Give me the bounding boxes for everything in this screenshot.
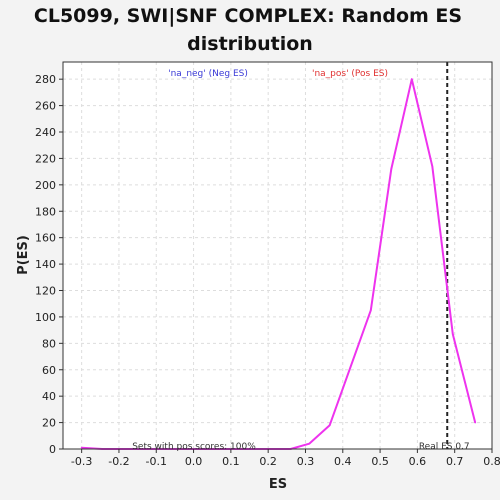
- x-tick-label: -0.1: [146, 455, 167, 468]
- chart-title-line1: CL5099, SWI|SNF COMPLEX: Random ES: [34, 5, 462, 27]
- x-tick-label: 0.3: [297, 455, 315, 468]
- legend-neg-label: 'na_neg' (Neg ES): [168, 69, 248, 79]
- y-tick-label: 280: [35, 73, 56, 86]
- y-tick-label: 240: [35, 126, 56, 139]
- y-tick-label: 220: [35, 152, 56, 165]
- y-tick-label: 200: [35, 179, 56, 192]
- x-tick-label: 0.8: [483, 455, 500, 468]
- series-point: [328, 424, 331, 427]
- series-point: [410, 78, 413, 80]
- chart-title-line2: distribution: [187, 33, 313, 55]
- y-tick-label: 20: [42, 417, 56, 430]
- x-tick-label: 0.2: [259, 455, 277, 468]
- axes-layer: -0.3 -0.2 -0.1 0.0 0.1 0.2 0.3 0.4 0.5 0.6 0.7 0.8 0…: [35, 73, 500, 468]
- x-tick-label: 0.6: [409, 455, 427, 468]
- series-point: [431, 165, 434, 168]
- x-axis-title: ES: [269, 477, 287, 492]
- plot-frame: [62, 61, 493, 450]
- series-point: [80, 446, 83, 449]
- series-point: [474, 421, 477, 424]
- y-tick-label: 100: [35, 311, 56, 324]
- series-point: [390, 168, 393, 170]
- x-tick-label: 0.7: [446, 455, 464, 468]
- y-tick-label: 40: [42, 390, 56, 403]
- y-tick-label: 120: [35, 285, 56, 298]
- y-tick-label: 160: [35, 232, 56, 245]
- sets-with-pos-annotation: Sets with pos scores: 100%: [132, 442, 256, 452]
- real-es-layer: Real ES 0.7: [419, 62, 470, 452]
- y-tick-label: 140: [35, 258, 56, 271]
- x-tick-label: -0.2: [108, 455, 129, 468]
- y-axis-title: P(ES): [16, 235, 31, 275]
- series-point: [452, 333, 454, 335]
- series-point: [308, 442, 311, 445]
- y-tick-label: 80: [42, 337, 56, 350]
- y-tick-label: 260: [35, 100, 56, 113]
- x-tick-label: 0.0: [185, 455, 203, 468]
- y-tick-label: 60: [42, 364, 56, 377]
- plot-area: [63, 62, 492, 449]
- y-tick-label: 0: [49, 443, 56, 456]
- x-tick-label: 0.5: [371, 455, 389, 468]
- series-point: [369, 309, 372, 312]
- x-tick-label: 0.1: [222, 455, 240, 468]
- y-tick-label: 180: [35, 205, 56, 218]
- legend-pos-label: 'na_pos' (Pos ES): [312, 69, 388, 79]
- real-es-label: Real ES 0.7: [419, 442, 470, 452]
- x-tick-label: -0.3: [71, 455, 92, 468]
- x-tick-label: 0.4: [334, 455, 352, 468]
